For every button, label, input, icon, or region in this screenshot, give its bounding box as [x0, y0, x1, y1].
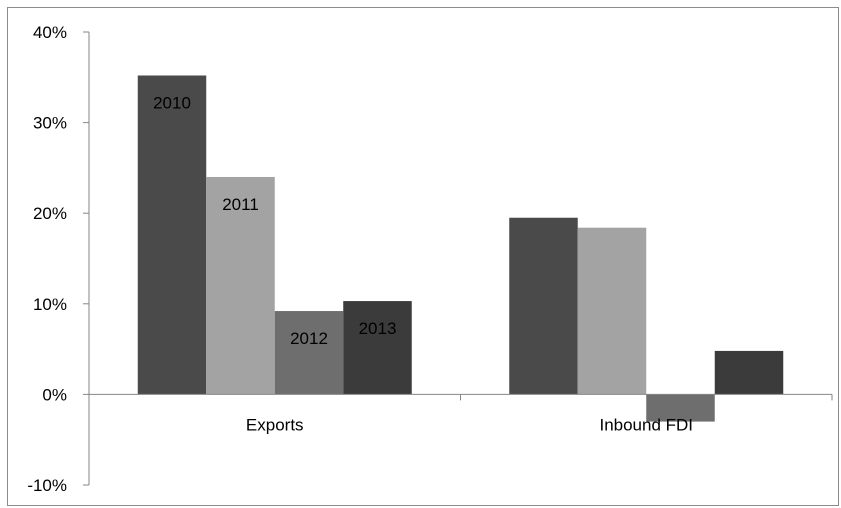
- bar-inbound-fdi-2013: [714, 350, 784, 395]
- y-tick-label: 40%: [33, 23, 67, 42]
- bar-exports-2012: [274, 311, 344, 395]
- bar-inbound-fdi-2010: [509, 217, 578, 395]
- category-label: Exports: [246, 415, 304, 434]
- data-label: 2013: [359, 319, 397, 338]
- bar-exports-2013: [343, 301, 412, 395]
- y-tick-label: 20%: [33, 204, 67, 223]
- y-tick-label: 10%: [33, 295, 67, 314]
- y-tick-label: 0%: [42, 385, 67, 404]
- y-tick-label: -10%: [27, 476, 67, 495]
- data-label: 2011: [222, 195, 259, 214]
- bar-exports-2010: [137, 75, 207, 395]
- bar-inbound-fdi-2012: [646, 394, 715, 422]
- category-label: Inbound FDI: [599, 415, 693, 434]
- bar-inbound-fdi-2011: [577, 227, 647, 395]
- data-label: 2010: [153, 93, 191, 112]
- bar-exports-2011: [206, 176, 275, 395]
- data-label: 2012: [290, 329, 328, 348]
- y-tick-label: 30%: [33, 114, 67, 133]
